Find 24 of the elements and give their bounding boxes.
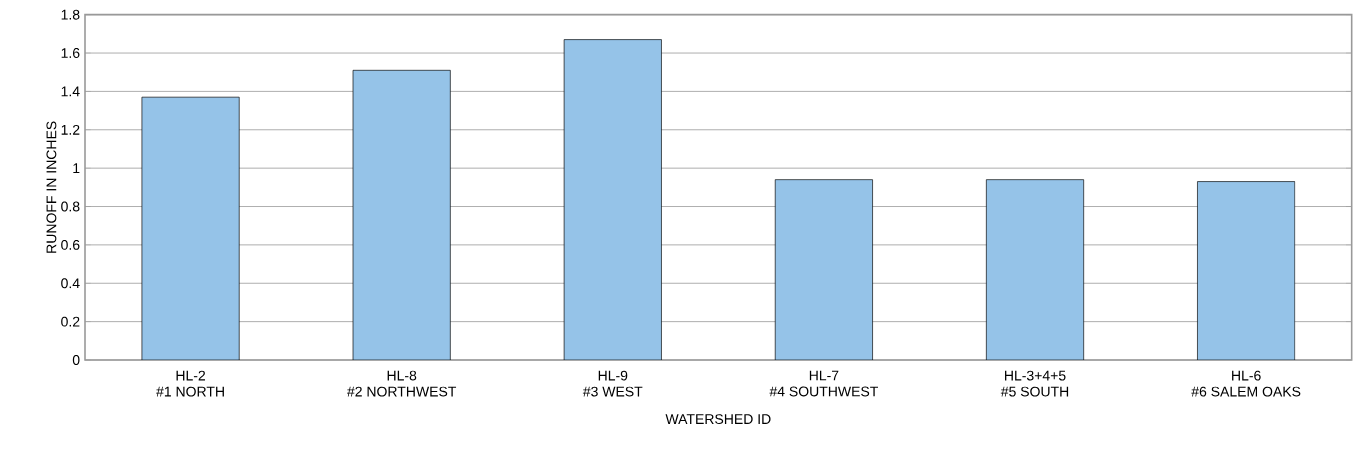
y-tick-label: 0.8 <box>61 201 80 212</box>
y-tick-label: 0.6 <box>61 239 80 250</box>
y-tick-label: 1.2 <box>61 124 80 135</box>
bar <box>563 39 662 360</box>
bar <box>1197 181 1296 360</box>
x-tick-label: HL-8 #2 NORTHWEST <box>347 370 457 397</box>
x-tick-label: HL-3+4+5 #5 SOUTH <box>1000 370 1069 397</box>
y-tick-label: 0 <box>72 355 80 365</box>
x-axis-title: WATERSHED ID <box>665 414 771 425</box>
y-axis-title: RUNOFF IN INCHES <box>46 121 57 253</box>
y-tick-label: 0.4 <box>61 278 80 289</box>
x-tick-label: HL-7 #4 SOUTHWEST <box>769 370 878 397</box>
bar <box>986 179 1085 360</box>
y-tick-label: 1.6 <box>61 48 80 58</box>
bar <box>774 179 873 360</box>
x-tick-label: HL-9 #3 WEST <box>582 370 643 397</box>
y-tick-label: 1.4 <box>61 86 80 97</box>
x-tick-label: HL-2 #1 NORTH <box>156 370 224 397</box>
bar <box>141 96 240 360</box>
bar <box>352 69 451 360</box>
y-tick-label: 1.8 <box>61 9 80 20</box>
y-tick-label: 0.2 <box>61 316 80 327</box>
x-tick-label: HL-6 #6 SALEM OAKS <box>1191 370 1301 397</box>
y-tick-label: 1 <box>73 163 80 173</box>
